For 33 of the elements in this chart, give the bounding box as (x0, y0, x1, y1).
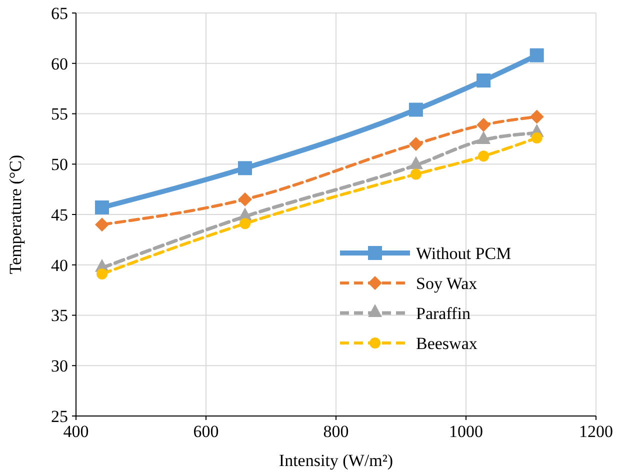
point (476, 74, 491, 88)
legend-label: Soy Wax (416, 274, 478, 293)
point (238, 192, 252, 206)
point (408, 102, 423, 117)
y-tick-label: 35 (51, 306, 68, 326)
y-tick-label: 65 (51, 4, 68, 23)
y-tick-label: 50 (51, 155, 68, 174)
point (531, 132, 542, 144)
point (95, 200, 109, 214)
x-tick-label: 1200 (579, 422, 613, 441)
point (410, 168, 422, 180)
y-tick-label: 60 (51, 54, 68, 74)
point (96, 268, 108, 280)
x-axis-title: Intensity (W/m²) (278, 451, 394, 470)
point (408, 136, 423, 151)
point (530, 110, 544, 124)
legend-label: Without PCM (416, 244, 512, 263)
x-tick-label: 1000 (449, 422, 483, 441)
point (478, 150, 490, 162)
legend-label: Beeswax (416, 334, 478, 353)
point (95, 218, 109, 232)
point (530, 48, 544, 62)
point (240, 218, 250, 230)
x-tick-label: 600 (193, 422, 219, 441)
y-tick-label: 30 (51, 356, 68, 376)
legend-label: Paraffin (416, 304, 471, 323)
point (238, 161, 252, 176)
x-tick-label: 800 (323, 422, 349, 441)
y-tick-label: 40 (51, 256, 68, 275)
y-tick-label: 45 (51, 205, 68, 224)
y-axis-title: Temperature (°C) (6, 154, 25, 274)
y-tick-label: 55 (51, 104, 68, 124)
point (476, 118, 491, 132)
